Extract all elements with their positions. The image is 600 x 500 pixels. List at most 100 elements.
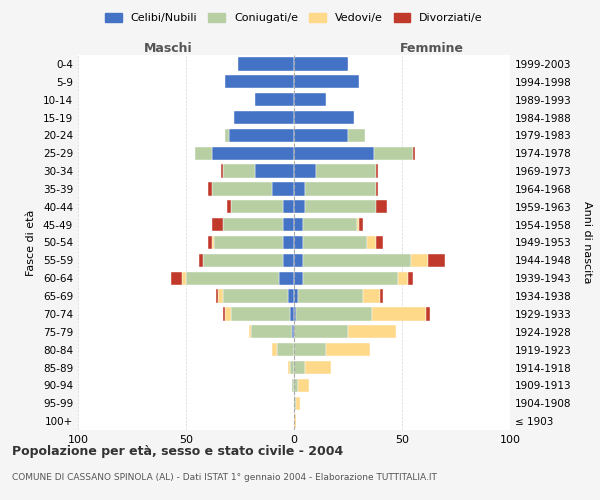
Bar: [359, 218, 363, 232]
Bar: [294, 200, 305, 213]
Bar: [232, 307, 290, 320]
Bar: [218, 290, 223, 303]
Bar: [186, 272, 279, 285]
Bar: [292, 378, 294, 392]
Bar: [290, 307, 294, 320]
Bar: [225, 75, 294, 88]
Bar: [232, 200, 283, 213]
Bar: [294, 325, 348, 338]
Bar: [225, 128, 229, 142]
Bar: [348, 325, 395, 338]
Bar: [302, 218, 356, 232]
Bar: [272, 343, 277, 356]
Bar: [277, 343, 294, 356]
Y-axis label: Fasce di età: Fasce di età: [26, 210, 36, 276]
Bar: [287, 290, 294, 303]
Bar: [294, 182, 305, 196]
Bar: [212, 218, 223, 232]
Bar: [279, 272, 294, 285]
Bar: [367, 236, 376, 249]
Bar: [294, 254, 302, 267]
Bar: [363, 290, 380, 303]
Bar: [294, 236, 302, 249]
Bar: [398, 272, 409, 285]
Bar: [296, 396, 301, 410]
Bar: [376, 164, 378, 178]
Bar: [255, 93, 294, 106]
Bar: [225, 307, 232, 320]
Bar: [216, 290, 218, 303]
Bar: [302, 236, 367, 249]
Bar: [302, 254, 410, 267]
Bar: [221, 164, 223, 178]
Bar: [212, 236, 214, 249]
Bar: [376, 236, 383, 249]
Bar: [233, 111, 294, 124]
Bar: [298, 290, 363, 303]
Bar: [294, 128, 348, 142]
Bar: [294, 75, 359, 88]
Text: Maschi: Maschi: [143, 42, 193, 56]
Bar: [290, 361, 294, 374]
Bar: [305, 182, 376, 196]
Bar: [374, 146, 413, 160]
Bar: [409, 272, 413, 285]
Bar: [227, 200, 232, 213]
Bar: [287, 361, 290, 374]
Bar: [410, 254, 428, 267]
Y-axis label: Anni di nascita: Anni di nascita: [583, 201, 592, 284]
Bar: [171, 272, 182, 285]
Text: Femmine: Femmine: [400, 42, 464, 56]
Bar: [316, 164, 376, 178]
Bar: [212, 146, 294, 160]
Bar: [283, 254, 294, 267]
Bar: [255, 164, 294, 178]
Bar: [199, 254, 203, 267]
Bar: [305, 200, 376, 213]
Bar: [294, 93, 326, 106]
Bar: [380, 290, 383, 303]
Bar: [294, 164, 316, 178]
Bar: [223, 164, 255, 178]
Bar: [214, 236, 283, 249]
Bar: [223, 307, 225, 320]
Bar: [283, 218, 294, 232]
Bar: [428, 254, 445, 267]
Bar: [294, 396, 296, 410]
Legend: Celibi/Nubili, Coniugati/e, Vedovi/e, Divorziati/e: Celibi/Nubili, Coniugati/e, Vedovi/e, Di…: [101, 8, 487, 28]
Bar: [229, 128, 294, 142]
Bar: [372, 307, 426, 320]
Bar: [203, 254, 283, 267]
Bar: [223, 218, 283, 232]
Bar: [294, 343, 326, 356]
Bar: [294, 57, 348, 70]
Bar: [294, 414, 296, 428]
Bar: [294, 290, 298, 303]
Bar: [272, 182, 294, 196]
Bar: [294, 272, 302, 285]
Bar: [298, 378, 309, 392]
Bar: [248, 325, 251, 338]
Bar: [305, 361, 331, 374]
Bar: [294, 378, 298, 392]
Bar: [238, 57, 294, 70]
Bar: [212, 182, 272, 196]
Bar: [294, 307, 296, 320]
Bar: [208, 236, 212, 249]
Bar: [182, 272, 186, 285]
Bar: [426, 307, 430, 320]
Bar: [283, 200, 294, 213]
Bar: [356, 218, 359, 232]
Bar: [208, 182, 212, 196]
Bar: [302, 272, 398, 285]
Bar: [292, 325, 294, 338]
Bar: [294, 361, 305, 374]
Text: COMUNE DI CASSANO SPINOLA (AL) - Dati ISTAT 1° gennaio 2004 - Elaborazione TUTTI: COMUNE DI CASSANO SPINOLA (AL) - Dati IS…: [12, 473, 437, 482]
Bar: [283, 236, 294, 249]
Bar: [194, 146, 212, 160]
Bar: [294, 146, 374, 160]
Bar: [413, 146, 415, 160]
Bar: [348, 128, 365, 142]
Bar: [223, 290, 287, 303]
Text: Popolazione per età, sesso e stato civile - 2004: Popolazione per età, sesso e stato civil…: [12, 445, 343, 458]
